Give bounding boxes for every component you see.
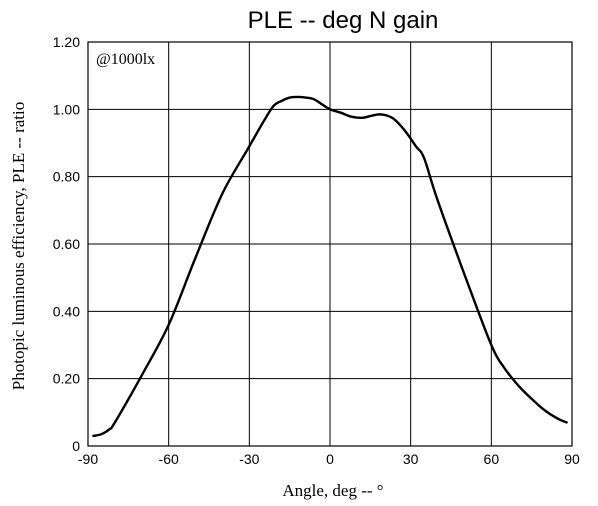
annotation-label: @1000lx	[96, 51, 155, 68]
y-tick-label: 0.80	[53, 169, 80, 185]
tick-labels: -90 -60 -30 0 30 60 90 0 0.20 0.40 0.60 0.80 1.00 1.2…	[53, 34, 580, 467]
chart-title: PLE -- deg N gain	[248, 7, 439, 34]
series-line	[92, 95, 568, 438]
x-tick-label: 0	[326, 451, 334, 467]
x-tick-label: -90	[78, 451, 98, 467]
y-tick-label: 1.20	[53, 34, 80, 50]
y-axis-label: Photopic luminous efficiency, PLE -- rat…	[9, 102, 28, 390]
y-tick-label: 0.20	[53, 371, 80, 387]
x-axis-label: Angle, deg -- °	[282, 481, 383, 500]
x-tick-label: -30	[239, 451, 259, 467]
x-tick-label: 30	[403, 451, 419, 467]
y-tick-label: 0.60	[53, 236, 80, 252]
x-tick-label: 90	[564, 451, 580, 467]
x-tick-label: -60	[159, 451, 179, 467]
grid	[87, 41, 573, 447]
x-tick-label: 60	[484, 451, 500, 467]
y-tick-label: 0.40	[53, 303, 80, 319]
y-tick-label: 1.00	[53, 101, 80, 117]
plot-frame	[87, 41, 573, 447]
y-tick-label: 0	[72, 438, 80, 454]
